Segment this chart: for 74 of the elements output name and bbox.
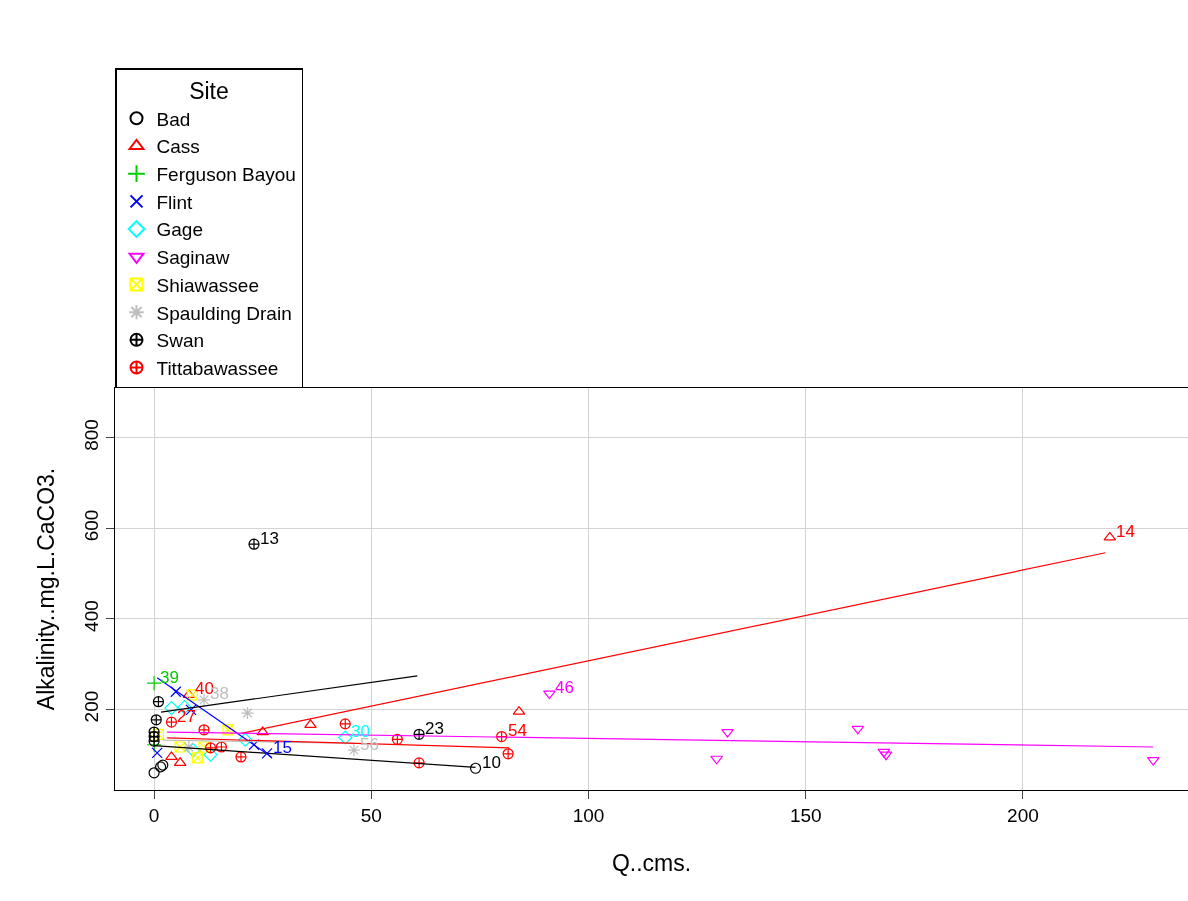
point	[256, 726, 270, 736]
legend-label: Gage	[156, 219, 203, 241]
point	[238, 732, 253, 747]
legend-label: Shiawassee	[156, 274, 259, 296]
legend-label: Spaulding Drain	[156, 302, 292, 324]
point	[240, 706, 255, 720]
x-tick-label: 0	[148, 804, 160, 826]
point	[235, 751, 247, 763]
y-tick-label: 400	[81, 600, 103, 632]
x-axis-title: Q..cms.	[611, 850, 692, 877]
y-tick-label: 600	[81, 509, 103, 542]
point	[721, 728, 734, 738]
point	[502, 748, 514, 760]
legend-title: Site	[189, 78, 229, 105]
point	[150, 714, 162, 726]
point	[338, 730, 353, 745]
y-tick-label: 200	[81, 690, 103, 723]
point	[148, 726, 160, 738]
point	[851, 725, 865, 735]
annotation: 10	[482, 753, 501, 772]
point	[204, 742, 217, 754]
point	[222, 724, 234, 736]
point	[186, 743, 201, 758]
legend-label: Swan	[156, 330, 205, 352]
point	[146, 675, 162, 691]
point	[496, 730, 508, 743]
legend-label: Ferguson Bayou	[156, 164, 296, 186]
y-axis-title: Alkalinity..mg.L.CaCO3.	[32, 467, 59, 711]
point	[165, 751, 178, 761]
annotation: 46	[555, 678, 574, 697]
annotation: 14	[1116, 522, 1135, 541]
point	[248, 739, 260, 751]
point	[203, 747, 218, 762]
point	[182, 740, 196, 754]
point	[215, 741, 228, 753]
legend-label: Saginaw	[156, 247, 230, 269]
point	[174, 741, 186, 753]
point	[165, 716, 178, 728]
point	[148, 730, 160, 743]
point	[469, 762, 482, 774]
point	[182, 689, 196, 699]
x-tick-label: 150	[789, 804, 822, 826]
legend-label: Tittabawassee	[156, 357, 279, 379]
annotation: 27	[177, 707, 196, 726]
annotation: 15	[273, 738, 292, 757]
point	[191, 752, 204, 764]
point	[413, 728, 425, 740]
annotation: 13	[260, 529, 279, 548]
point	[710, 755, 724, 765]
point	[152, 728, 165, 740]
legend-label: Flint	[156, 191, 194, 213]
point	[1103, 531, 1117, 541]
legend-label: Bad	[156, 108, 191, 130]
x-tick-label: 50	[360, 804, 382, 826]
point	[151, 747, 163, 759]
annotation: 54	[508, 721, 527, 740]
point	[413, 757, 425, 769]
annotation: 39	[160, 668, 179, 687]
point	[248, 538, 260, 550]
legend-label: Cass	[156, 136, 200, 158]
point	[339, 718, 351, 730]
point	[198, 741, 210, 753]
point	[164, 700, 179, 716]
point	[148, 767, 160, 779]
y-tick-label: 800	[81, 419, 103, 451]
point	[391, 733, 403, 745]
point	[543, 690, 556, 700]
point	[152, 696, 165, 708]
point	[347, 743, 361, 757]
point	[170, 686, 182, 698]
x-tick-label: 200	[1007, 804, 1039, 826]
annotation: 23	[425, 719, 444, 738]
x-tick-label: 100	[572, 804, 605, 826]
point	[198, 724, 210, 736]
